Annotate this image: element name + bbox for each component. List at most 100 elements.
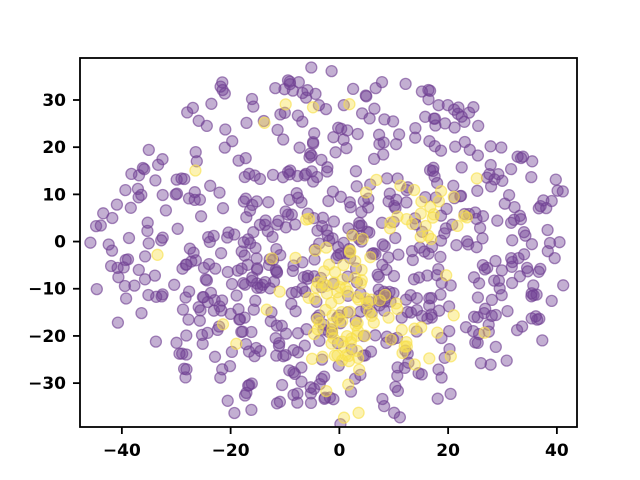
data-point xyxy=(360,90,373,103)
data-point xyxy=(422,247,435,260)
data-point xyxy=(369,329,382,342)
data-point xyxy=(155,234,168,247)
data-point xyxy=(254,344,267,358)
data-point xyxy=(320,287,334,300)
data-point xyxy=(511,150,524,163)
data-point xyxy=(170,187,184,200)
data-point xyxy=(355,219,368,232)
data-point xyxy=(355,107,369,120)
data-point xyxy=(342,349,355,363)
series-class-0-purple xyxy=(84,61,570,427)
data-point xyxy=(213,300,226,313)
data-point xyxy=(537,194,550,207)
data-point xyxy=(447,179,460,192)
data-point xyxy=(506,234,519,247)
data-point xyxy=(375,75,389,89)
data-point xyxy=(415,368,428,381)
data-point xyxy=(236,325,249,338)
data-point xyxy=(334,418,347,427)
data-point xyxy=(424,200,437,214)
data-point xyxy=(337,258,350,272)
x-tick-label: −20 xyxy=(212,441,250,461)
data-point xyxy=(332,121,345,134)
data-point xyxy=(430,269,443,282)
data-point xyxy=(225,277,239,291)
data-point xyxy=(289,251,302,265)
data-point xyxy=(471,311,484,324)
data-point xyxy=(180,348,193,361)
data-point xyxy=(194,210,208,223)
data-point xyxy=(188,193,201,207)
data-point xyxy=(425,291,438,305)
data-point xyxy=(176,347,189,360)
data-point xyxy=(474,356,488,370)
data-point xyxy=(340,141,353,155)
data-point xyxy=(178,172,191,186)
y-tick-label: 10 xyxy=(42,185,66,205)
data-point xyxy=(208,350,222,363)
data-point xyxy=(389,138,403,151)
data-point xyxy=(419,219,432,233)
data-point xyxy=(285,297,298,311)
data-point xyxy=(237,236,250,249)
data-point xyxy=(346,82,360,96)
data-point xyxy=(359,292,372,305)
data-point xyxy=(333,280,346,294)
y-tick-label: 30 xyxy=(42,91,66,111)
data-point xyxy=(426,211,439,224)
data-point xyxy=(378,304,391,317)
data-point xyxy=(391,361,404,374)
data-point xyxy=(504,162,518,176)
data-point xyxy=(149,335,163,348)
data-point xyxy=(239,337,253,351)
y-tick-label: −30 xyxy=(28,374,66,394)
data-point xyxy=(150,290,163,303)
data-point xyxy=(423,84,437,97)
data-point xyxy=(151,248,164,261)
data-point xyxy=(372,270,385,284)
data-point xyxy=(322,194,335,208)
data-point xyxy=(431,392,444,405)
data-point xyxy=(328,349,341,362)
data-point xyxy=(232,154,245,167)
data-point xyxy=(440,269,453,282)
data-point xyxy=(291,396,304,409)
data-point xyxy=(124,201,137,214)
data-point xyxy=(316,350,329,363)
data-point xyxy=(451,219,464,233)
data-point xyxy=(472,277,486,290)
y-tick-label: 20 xyxy=(42,138,66,158)
data-point xyxy=(344,200,357,214)
data-point xyxy=(89,219,103,233)
data-point xyxy=(118,279,132,293)
data-point xyxy=(304,387,318,400)
data-point xyxy=(264,314,277,328)
data-point xyxy=(306,101,320,114)
data-point xyxy=(525,238,539,251)
data-point xyxy=(459,321,473,334)
data-point xyxy=(460,211,473,224)
data-point xyxy=(266,168,280,182)
data-point xyxy=(171,222,184,235)
data-point xyxy=(245,325,258,339)
data-point xyxy=(308,270,321,283)
data-point xyxy=(548,251,561,265)
data-point xyxy=(106,211,119,225)
data-point xyxy=(214,247,228,260)
data-point xyxy=(196,337,209,350)
data-point xyxy=(471,291,485,304)
data-point xyxy=(506,255,519,269)
x-tick-label: 20 xyxy=(436,441,460,461)
axes-box xyxy=(79,57,578,428)
data-point xyxy=(131,182,145,196)
data-point xyxy=(471,149,485,162)
data-point xyxy=(351,324,364,338)
data-point xyxy=(213,186,226,199)
data-point xyxy=(305,61,318,74)
data-point xyxy=(250,252,263,265)
data-point xyxy=(309,244,322,257)
data-point xyxy=(488,274,501,287)
y-tick-label: 0 xyxy=(54,233,66,253)
data-point xyxy=(289,305,302,318)
